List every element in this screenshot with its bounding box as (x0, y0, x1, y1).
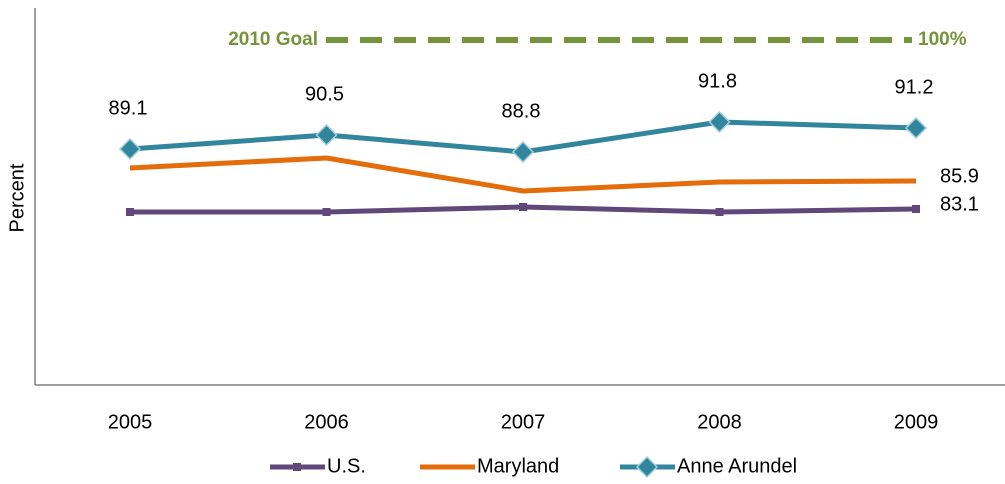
point (635, 455, 659, 479)
legend-label: Anne Arundel (677, 455, 797, 477)
x-tick-label: 2007 (501, 411, 546, 433)
data-label: 89.1 (109, 97, 148, 119)
data-label: 83.1 (940, 193, 979, 215)
point (904, 116, 928, 140)
point (322, 208, 331, 216)
legend-label: Maryland (477, 455, 559, 477)
x-tick-label: 2006 (304, 411, 349, 433)
data-label: 91.2 (895, 76, 934, 98)
x-tick-label: 2005 (108, 411, 153, 433)
point (315, 123, 338, 147)
data-label: 85.9 (940, 165, 979, 187)
point (126, 208, 134, 216)
x-tick-label: 2009 (894, 411, 939, 433)
point (912, 205, 920, 213)
data-label: 90.5 (305, 83, 344, 105)
point (519, 203, 527, 211)
point (708, 110, 731, 134)
point (511, 140, 535, 164)
goal-label: 2010 Goal (228, 29, 318, 50)
data-label: 88.8 (502, 100, 541, 122)
point (715, 208, 724, 216)
x-tick-label: 2008 (697, 411, 742, 433)
series-line (129, 155, 917, 194)
y-axis-label: Percent (6, 163, 28, 232)
point (293, 463, 301, 471)
data-label: 91.8 (698, 70, 737, 92)
goal-value-label: 100% (918, 29, 967, 50)
point (118, 137, 142, 161)
legend-label: U.S. (327, 455, 366, 477)
